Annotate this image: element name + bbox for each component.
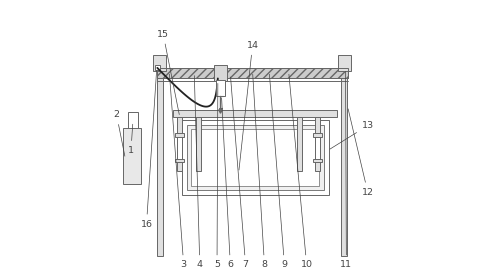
Bar xyxy=(315,117,320,171)
Bar xyxy=(315,134,320,162)
Bar xyxy=(216,87,220,91)
Text: 16: 16 xyxy=(140,71,157,229)
Bar xyxy=(175,159,184,162)
Bar xyxy=(173,110,337,117)
Bar xyxy=(297,117,302,171)
Bar xyxy=(155,65,160,70)
Text: 10: 10 xyxy=(289,74,313,270)
Bar xyxy=(187,125,324,190)
Text: 7: 7 xyxy=(231,77,248,270)
Bar xyxy=(157,68,348,78)
Text: 4: 4 xyxy=(194,76,203,270)
Text: 13: 13 xyxy=(330,121,374,149)
Bar xyxy=(157,62,163,256)
Text: 15: 15 xyxy=(157,30,179,115)
Bar xyxy=(182,120,329,195)
Text: 3: 3 xyxy=(169,74,187,270)
Bar xyxy=(123,128,141,184)
Bar xyxy=(216,80,225,96)
Text: 9: 9 xyxy=(269,74,288,270)
Bar xyxy=(341,62,347,256)
Bar xyxy=(127,112,138,131)
Bar xyxy=(192,129,319,186)
Text: 6: 6 xyxy=(222,98,233,270)
Bar xyxy=(177,117,182,171)
Text: 14: 14 xyxy=(239,41,258,170)
Bar xyxy=(313,159,322,162)
Bar xyxy=(196,117,201,171)
Bar xyxy=(154,56,166,71)
Bar xyxy=(216,81,220,87)
Bar xyxy=(157,68,348,78)
Bar xyxy=(177,134,182,162)
Bar xyxy=(313,133,322,137)
Bar xyxy=(338,56,351,71)
Text: 5: 5 xyxy=(214,83,220,270)
Text: 2: 2 xyxy=(114,110,125,156)
Text: 11: 11 xyxy=(340,71,352,270)
Bar xyxy=(214,64,227,81)
Text: 8: 8 xyxy=(253,74,267,270)
Text: 12: 12 xyxy=(348,109,374,197)
Bar xyxy=(175,133,184,137)
Text: 1: 1 xyxy=(128,124,134,155)
